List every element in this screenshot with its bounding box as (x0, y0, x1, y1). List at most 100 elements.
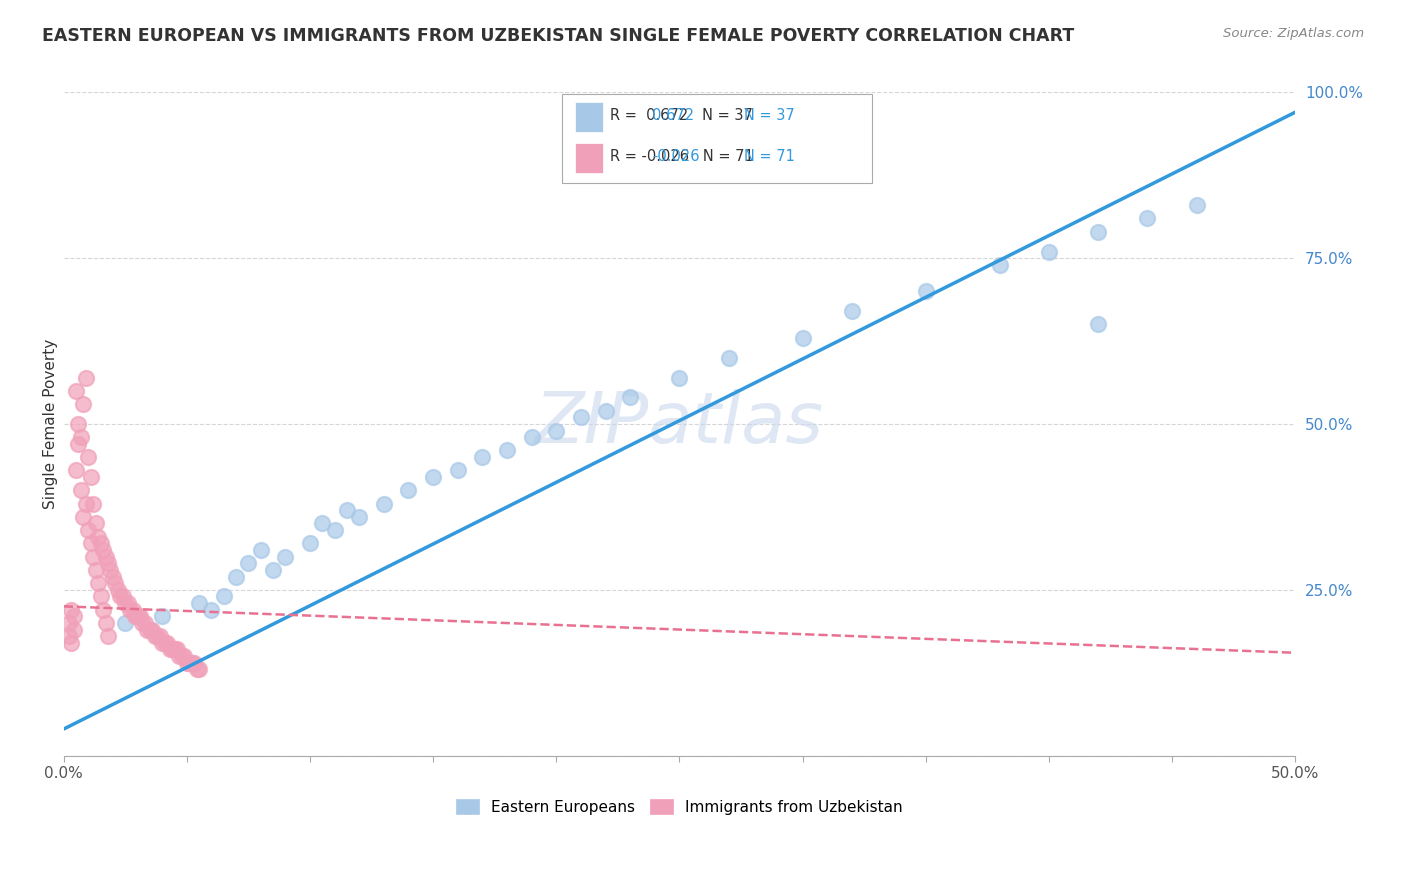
Point (84, 516, 107, 531)
Point (111, 590, 134, 604)
Point (94, 549, 117, 564)
Point (914, 285, 936, 299)
Point (298, 536, 321, 550)
Point (117, 596, 139, 610)
Point (166, 642, 188, 657)
Point (186, 662, 208, 676)
Point (668, 370, 690, 384)
Point (212, 590, 235, 604)
Point (180, 656, 202, 670)
Point (65, 384, 87, 398)
Point (262, 563, 284, 577)
Point (80, 470, 103, 484)
Point (150, 609, 173, 624)
Point (1087, 318, 1109, 332)
Point (717, 351, 740, 365)
Point (60, 636, 83, 650)
Point (124, 609, 146, 624)
Point (422, 470, 444, 484)
Point (160, 642, 183, 657)
Point (447, 463, 470, 477)
Point (60, 602, 83, 616)
Point (58, 629, 80, 643)
Point (311, 516, 333, 531)
Point (65, 463, 87, 477)
Point (1038, 244, 1060, 259)
Point (183, 656, 205, 670)
Point (72, 397, 94, 411)
Text: Source: ZipAtlas.com: Source: ZipAtlas.com (1223, 27, 1364, 40)
Point (1087, 225, 1109, 239)
Text: N = 71: N = 71 (744, 149, 794, 163)
Point (841, 304, 863, 318)
Point (120, 602, 142, 616)
Point (67, 437, 90, 451)
Point (159, 642, 181, 657)
Point (70, 430, 93, 444)
Point (169, 649, 191, 664)
Text: R =  0.672   N = 37: R = 0.672 N = 37 (610, 108, 754, 122)
Point (619, 391, 641, 405)
Text: EASTERN EUROPEAN VS IMMIGRANTS FROM UZBEKISTAN SINGLE FEMALE POVERTY CORRELATION: EASTERN EUROPEAN VS IMMIGRANTS FROM UZBE… (42, 27, 1074, 45)
Point (1136, 211, 1159, 226)
Point (77, 523, 100, 537)
Point (225, 569, 247, 583)
Point (101, 569, 124, 583)
Point (129, 609, 152, 624)
Point (179, 656, 201, 670)
Point (62, 609, 84, 624)
Point (156, 636, 179, 650)
Point (104, 576, 127, 591)
Point (373, 497, 395, 511)
Point (70, 483, 93, 498)
Point (143, 629, 166, 643)
Point (146, 629, 169, 643)
Point (75, 497, 97, 511)
Point (82, 549, 104, 564)
Point (546, 424, 568, 438)
Point (520, 430, 543, 444)
Point (988, 258, 1011, 272)
Point (249, 543, 271, 558)
Point (238, 556, 260, 570)
Point (496, 443, 519, 458)
Point (792, 331, 814, 345)
Point (139, 623, 162, 637)
Point (67, 417, 90, 431)
Point (90, 590, 112, 604)
Point (170, 649, 193, 664)
Point (87, 530, 110, 544)
Point (114, 596, 136, 610)
Text: -0.026: -0.026 (652, 149, 700, 163)
Point (84, 563, 107, 577)
Point (136, 623, 159, 637)
Point (72, 509, 94, 524)
Point (323, 523, 346, 537)
Point (595, 403, 617, 417)
Point (97, 556, 120, 570)
Legend: Eastern Europeans, Immigrants from Uzbekistan: Eastern Europeans, Immigrants from Uzbek… (450, 793, 910, 821)
Point (149, 629, 172, 643)
Point (91, 543, 114, 558)
Point (80, 536, 103, 550)
Point (91, 602, 114, 616)
Point (336, 503, 359, 517)
Point (62, 623, 84, 637)
Text: 0.672: 0.672 (652, 108, 695, 122)
Point (163, 642, 186, 657)
Point (173, 649, 195, 664)
Point (1185, 198, 1208, 212)
Point (75, 370, 97, 384)
Point (97, 629, 120, 643)
Point (471, 450, 494, 464)
Point (347, 509, 370, 524)
Point (110, 590, 132, 604)
Point (153, 636, 176, 650)
Point (82, 497, 104, 511)
Point (94, 615, 117, 630)
Point (200, 602, 222, 616)
Point (569, 410, 592, 425)
Point (77, 450, 100, 464)
Point (87, 576, 110, 591)
Point (121, 602, 143, 616)
